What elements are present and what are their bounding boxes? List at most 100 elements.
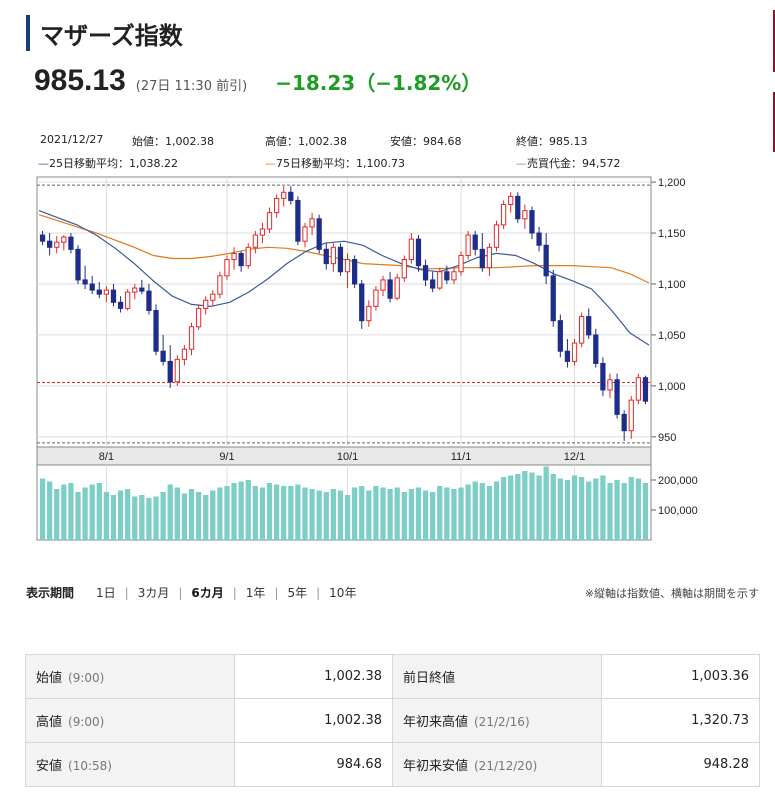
period-3m[interactable]: 3カ月	[137, 586, 170, 600]
info-close: 終値：985.13	[516, 135, 588, 148]
volume-bar	[564, 480, 571, 540]
volume-bar	[571, 475, 578, 540]
period-6m[interactable]: 6カ月	[191, 586, 224, 600]
candle-up	[607, 379, 613, 391]
stat-value: 984.68	[233, 742, 393, 787]
title-block: マザーズ指数	[26, 14, 183, 52]
candle-down	[153, 309, 159, 352]
volume-bar	[330, 489, 336, 540]
candle-down	[295, 199, 301, 242]
volume-bar	[103, 492, 110, 540]
period-separator: |	[178, 585, 183, 600]
candle-up	[103, 289, 110, 295]
volume-bar	[160, 492, 166, 540]
period-10y[interactable]: 10年	[329, 586, 357, 600]
volume-bar	[394, 487, 400, 540]
candle-up	[635, 377, 641, 401]
info-low: 安値：984.68	[390, 135, 462, 148]
volume-bar	[408, 489, 415, 540]
volume-bar	[153, 496, 159, 540]
table-row: 高値 (9:00) 1,002.38 年初来高値 (21/2/16) 1,320.7…	[25, 698, 761, 743]
volume-bar	[195, 492, 202, 540]
candle-up	[366, 305, 372, 322]
candle-down	[422, 265, 429, 281]
y-tick-label: 1,100	[658, 279, 686, 291]
volume-bar	[132, 496, 138, 540]
volume-bar	[536, 475, 542, 540]
candle-up	[302, 226, 308, 242]
volume-bar	[39, 478, 46, 540]
candle-up	[231, 252, 237, 261]
volume-bar	[550, 474, 556, 540]
candle-down	[515, 195, 521, 220]
candle-down	[323, 248, 329, 265]
candle-up	[245, 246, 251, 267]
volume-bar	[273, 484, 280, 540]
candle-down	[352, 259, 358, 285]
page-title: マザーズ指数	[40, 21, 183, 50]
volume-bar	[401, 492, 407, 540]
ma75-legend-line: —	[265, 157, 276, 170]
volume-tick-label: 100,000	[658, 505, 698, 517]
volume-bar	[628, 477, 634, 540]
candle-up	[259, 228, 266, 236]
candle-down	[621, 413, 627, 432]
candle-up	[451, 271, 457, 281]
stat-key: 年初来高値 (21/2/16)	[391, 698, 602, 743]
candle-down	[593, 334, 599, 364]
candle-up	[628, 399, 634, 432]
x-tick-label: 11/1	[451, 451, 472, 463]
volume-bar	[422, 490, 429, 540]
y-tick-label: 1,000	[658, 381, 686, 393]
volume-bar	[245, 480, 251, 540]
volume-bar	[366, 490, 372, 540]
volume-bar	[593, 478, 599, 540]
volume-bar	[288, 486, 294, 540]
candle-down	[614, 379, 620, 415]
candle-up	[125, 291, 131, 309]
period-1y[interactable]: 1年	[245, 586, 266, 600]
candle-down	[415, 238, 422, 267]
volume-bar	[444, 487, 450, 540]
stat-key: 始値 (9:00)	[25, 654, 235, 699]
candle-down	[543, 244, 549, 277]
volume-bar	[96, 483, 102, 540]
volume-bar	[614, 480, 620, 540]
volume-bar	[181, 493, 188, 540]
volume-bar	[437, 486, 443, 540]
info-volume: —売買代金：94,572	[516, 155, 621, 171]
volume-bar	[146, 498, 152, 540]
candle-up	[578, 316, 585, 344]
candle-down	[430, 279, 436, 289]
candle-down	[316, 218, 322, 250]
candle-down	[337, 246, 344, 273]
ma25-legend-line: —	[38, 157, 49, 170]
volume-bar	[139, 495, 145, 540]
volume-bar	[203, 495, 209, 540]
candle-up	[465, 234, 471, 256]
volume-bar	[125, 489, 131, 540]
candle-down	[117, 301, 124, 309]
period-1d[interactable]: 1日	[96, 586, 116, 600]
volume-bar	[557, 478, 563, 540]
volume-bar	[415, 487, 422, 540]
volume-label: 売買代金：94,572	[527, 157, 621, 170]
period-separator: |	[316, 585, 321, 600]
price-time: (27日 11:30 前引)	[135, 79, 248, 94]
candle-down	[146, 290, 152, 311]
volume-bar	[309, 489, 315, 540]
volume-bar	[167, 484, 173, 540]
volume-bar	[586, 481, 592, 540]
y-tick-label: 1,200	[658, 177, 686, 189]
candle-down	[82, 279, 88, 285]
candle-down	[557, 320, 563, 352]
info-ma25: —25日移動平均：1,038.22	[38, 155, 178, 171]
period-separator: |	[124, 585, 129, 600]
candle-up	[486, 246, 493, 269]
candle-up	[54, 241, 60, 248]
table-row: 始値 (9:00) 1,002.38 前日終値 1,003.36	[25, 654, 761, 699]
candle-down	[479, 248, 485, 269]
candle-down	[472, 234, 478, 250]
period-5y[interactable]: 5年	[287, 586, 308, 600]
volume-bar	[252, 486, 258, 540]
